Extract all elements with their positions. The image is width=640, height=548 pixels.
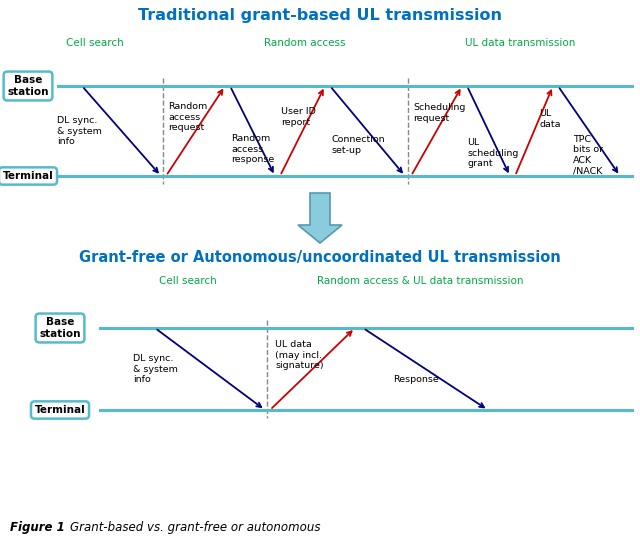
Text: Response: Response — [393, 374, 439, 384]
Text: UL data transmission: UL data transmission — [465, 38, 575, 48]
Text: DL sync.
& system
info: DL sync. & system info — [57, 116, 102, 146]
Text: User ID
report: User ID report — [281, 107, 316, 127]
Text: Random
access
response: Random access response — [231, 134, 275, 164]
Text: TPC
bits or
ACK
/NACK: TPC bits or ACK /NACK — [573, 135, 603, 175]
Text: Figure 1: Figure 1 — [10, 521, 65, 534]
Text: DL sync.
& system
info: DL sync. & system info — [133, 354, 178, 384]
Text: UL
data: UL data — [539, 109, 561, 129]
Text: Base
station: Base station — [7, 75, 49, 97]
Text: Scheduling
request: Scheduling request — [413, 104, 465, 123]
Text: UL
scheduling
grant: UL scheduling grant — [467, 138, 518, 168]
Text: Terminal: Terminal — [35, 405, 85, 415]
Polygon shape — [298, 193, 342, 243]
Text: Connection
set-up: Connection set-up — [331, 135, 385, 155]
Text: Cell search: Cell search — [66, 38, 124, 48]
Text: Terminal: Terminal — [3, 171, 53, 181]
Text: Grant-free or Autonomous/uncoordinated UL transmission: Grant-free or Autonomous/uncoordinated U… — [79, 250, 561, 265]
Text: Random access: Random access — [264, 38, 346, 48]
Text: Cell search: Cell search — [159, 276, 217, 286]
Text: Random
access
request: Random access request — [168, 102, 207, 132]
Text: Grant-based vs. grant-free or autonomous: Grant-based vs. grant-free or autonomous — [70, 521, 321, 534]
Text: Base
station: Base station — [39, 317, 81, 339]
Text: Random access & UL data transmission: Random access & UL data transmission — [317, 276, 524, 286]
Text: Traditional grant-based UL transmission: Traditional grant-based UL transmission — [138, 8, 502, 23]
Text: UL data
(may incl.
signature): UL data (may incl. signature) — [275, 340, 324, 370]
